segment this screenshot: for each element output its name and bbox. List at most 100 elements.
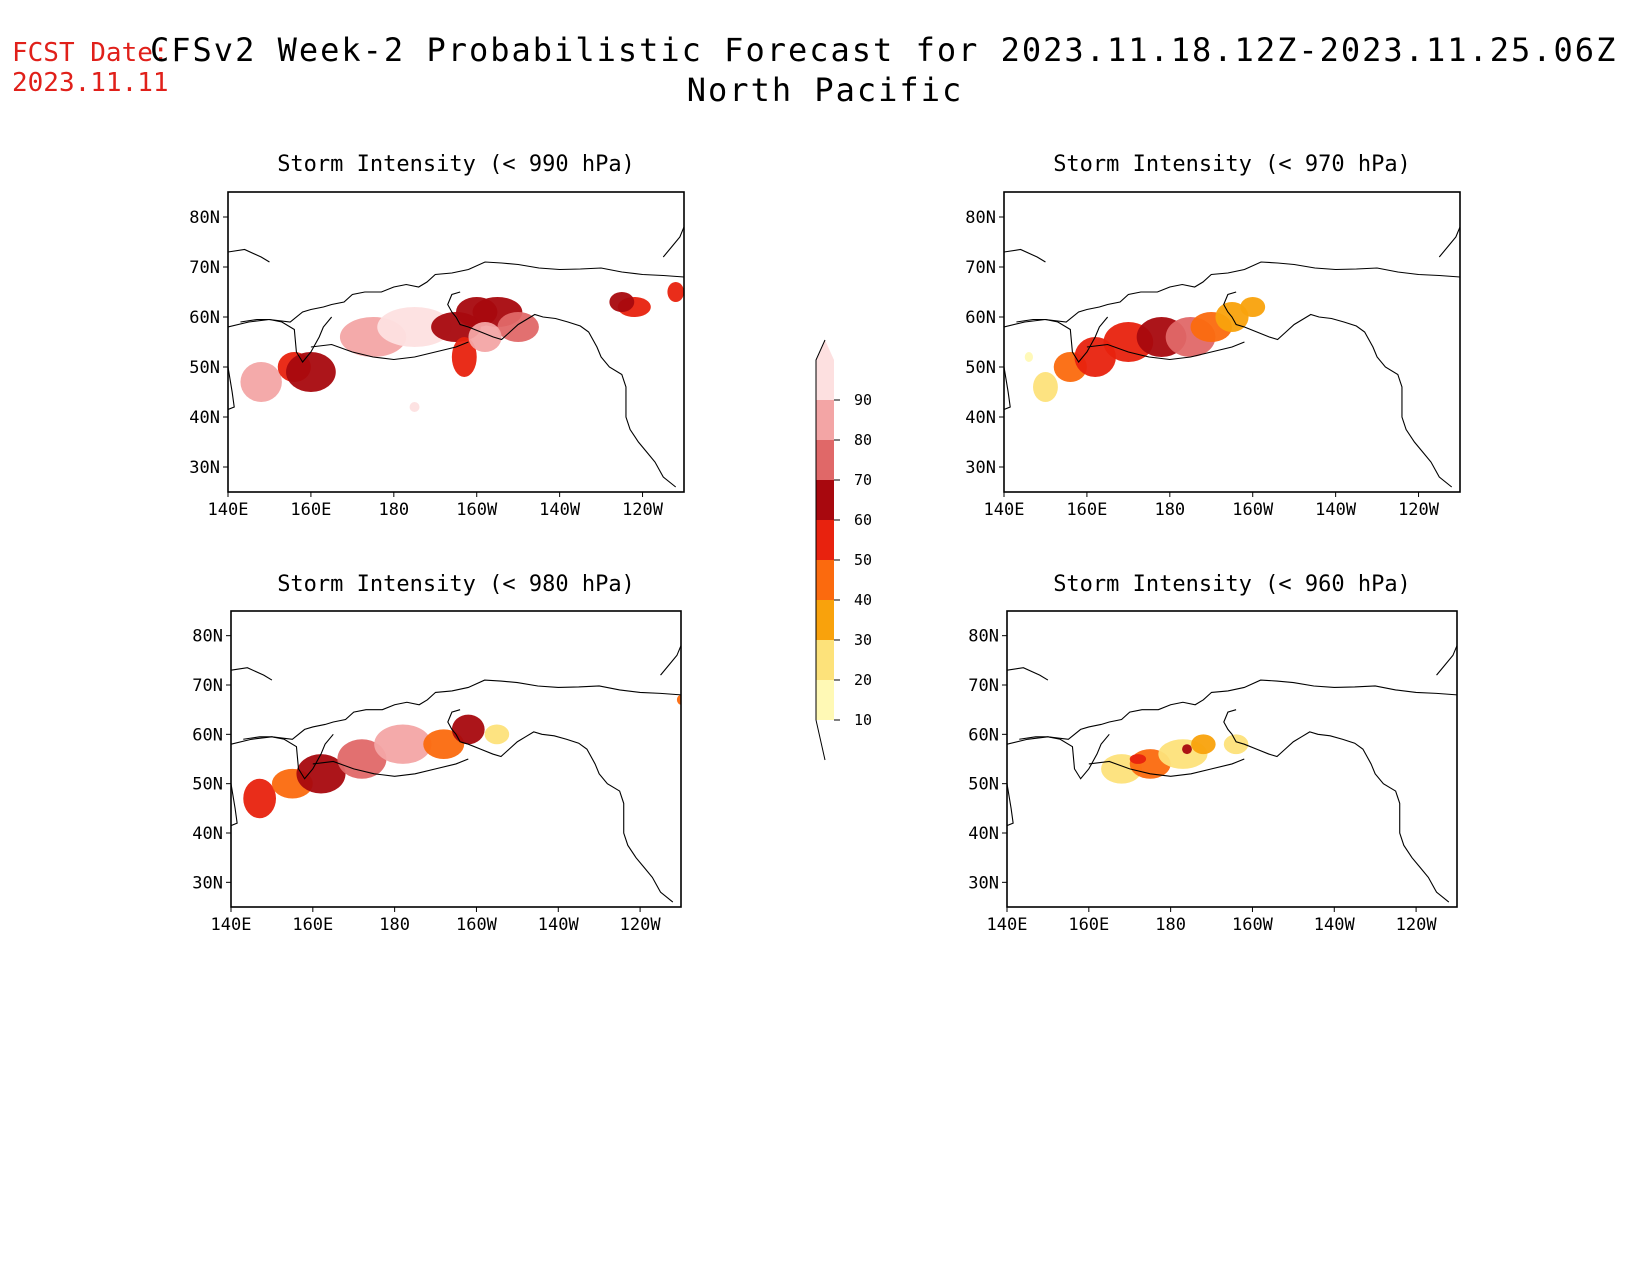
coastline: [1223, 709, 1450, 903]
lon-tick-label: 140W: [538, 915, 580, 935]
coastline: [1016, 316, 1109, 363]
coastline: [660, 645, 681, 676]
lat-tick-label: 30N: [968, 873, 999, 893]
panel-970: Storm Intensity (< 970 hPa) 140E 160E 180 1…: [965, 152, 1461, 520]
coastline: [1004, 261, 1460, 328]
lat-tick-label: 70N: [968, 676, 999, 696]
panel-980: Storm Intensity (< 980 hPa) 140E 160E 180 1…: [192, 572, 682, 935]
lon-tick-label: 120W: [1398, 500, 1440, 520]
colorbar-tick-label: 10: [854, 711, 872, 729]
lat-tick-label: 60N: [968, 725, 999, 745]
probability-patch: [1024, 352, 1034, 362]
coastline: [1007, 679, 1457, 745]
colorbar-swatch: [816, 360, 834, 400]
colorbar-top-cap: [816, 340, 834, 360]
colorbar-swatch: [816, 480, 834, 520]
lon-tick-label: 160W: [456, 915, 498, 935]
probability-patch: [1129, 754, 1147, 764]
lon-tick-label: 140E: [211, 915, 252, 935]
lon-tick-label: 160E: [290, 500, 331, 520]
forecast-date-block: FCST Date: 2023.11.11: [12, 38, 169, 98]
coastline: [1438, 226, 1460, 258]
probability-patch: [609, 292, 635, 312]
lat-tick-label: 60N: [192, 725, 223, 745]
map-frame: [1006, 610, 1458, 908]
probability-patch: [676, 694, 681, 705]
lat-tick-label: 30N: [192, 873, 223, 893]
lon-tick-label: 180: [1155, 915, 1186, 935]
colorbar-bottom-cap: [816, 720, 834, 760]
map-frame: [230, 610, 682, 908]
colorbar-tick-label: 20: [854, 671, 872, 689]
probability-patch: [240, 362, 282, 402]
probability-patch: [374, 724, 432, 764]
probability-patch: [296, 754, 346, 794]
probability-patch: [1191, 734, 1216, 755]
lon-tick-label: 160E: [1066, 500, 1107, 520]
colorbar-legend: 10 20 30 40 50 60 70 80 90: [815, 339, 872, 761]
coastline: [1223, 291, 1453, 488]
coastline: [310, 341, 469, 361]
colorbar-tick-label: 30: [854, 631, 872, 649]
lat-tick-label: 50N: [192, 775, 223, 795]
lat-tick-label: 50N: [965, 358, 996, 378]
colorbar-tick-label: 50: [854, 551, 872, 569]
coastline: [228, 366, 235, 411]
colorbar-outline: [815, 339, 826, 761]
page-subtitle: North Pacific: [686, 71, 964, 109]
coastline: [228, 261, 684, 328]
forecast-date-value: 2023.11.11: [12, 68, 169, 98]
lon-tick-label: 120W: [622, 500, 664, 520]
lat-tick-label: 50N: [968, 775, 999, 795]
probability-patch: [451, 337, 477, 377]
probability-patch: [667, 282, 684, 302]
lon-tick-label: 140E: [208, 500, 249, 520]
lon-tick-label: 180: [1154, 500, 1185, 520]
probability-patch: [423, 729, 465, 759]
coastline: [447, 709, 674, 903]
forecast-date-label: FCST Date:: [12, 38, 169, 68]
lat-tick-label: 80N: [189, 208, 220, 228]
probability-patch: [243, 778, 276, 819]
lat-tick-label: 40N: [192, 824, 223, 844]
probability-patch: [377, 307, 452, 347]
colorbar-tick-label: 70: [854, 471, 872, 489]
coastline: [1004, 366, 1011, 411]
lon-tick-label: 160E: [292, 915, 333, 935]
probability-patch: [484, 724, 510, 745]
lon-tick-label: 180: [378, 500, 409, 520]
lat-tick-label: 40N: [189, 408, 220, 428]
panel-axes: 140E 160E 180 160W 140W 120W 80N 70N 60N 50N 40N 30…: [965, 191, 1461, 520]
colorbar-swatch: [816, 680, 834, 720]
lon-tick-label: 160W: [1232, 500, 1274, 520]
coastline: [1019, 733, 1110, 780]
colorbar-swatch: [816, 400, 834, 440]
lon-tick-label: 180: [379, 915, 410, 935]
lat-tick-label: 70N: [965, 258, 996, 278]
colorbar-swatch: [816, 520, 834, 560]
map-frame: [1003, 191, 1461, 493]
lon-tick-label: 120W: [620, 915, 662, 935]
coastline: [312, 758, 469, 777]
lat-tick-label: 80N: [965, 208, 996, 228]
probability-patch: [1223, 734, 1249, 755]
coastline: [1007, 667, 1049, 681]
lon-tick-label: 140E: [984, 500, 1025, 520]
coastline: [231, 679, 681, 745]
probability-patch: [1033, 372, 1058, 402]
lat-tick-label: 70N: [189, 258, 220, 278]
lat-tick-label: 30N: [189, 458, 220, 478]
probability-patch: [286, 352, 336, 392]
lon-tick-label: 160W: [1232, 915, 1274, 935]
colorbar-tick-label: 60: [854, 511, 872, 529]
panel-title: Storm Intensity (< 980 hPa): [277, 572, 635, 597]
lon-tick-label: 140W: [539, 500, 581, 520]
coastline: [1088, 758, 1245, 777]
panel-title: Storm Intensity (< 970 hPa): [1053, 152, 1411, 177]
panel-axes: 140E 160E 180 160W 140W 120W 80N 70N 60N 50N 40N 30…: [189, 191, 685, 520]
colorbar-swatch: [816, 560, 834, 600]
colorbar-tick-label: 80: [854, 431, 872, 449]
probability-patch: [468, 322, 502, 352]
panel-axes: 140E 160E 180 160W 140W 120W 80N 70N 60N 50N 40N 30…: [192, 610, 682, 935]
